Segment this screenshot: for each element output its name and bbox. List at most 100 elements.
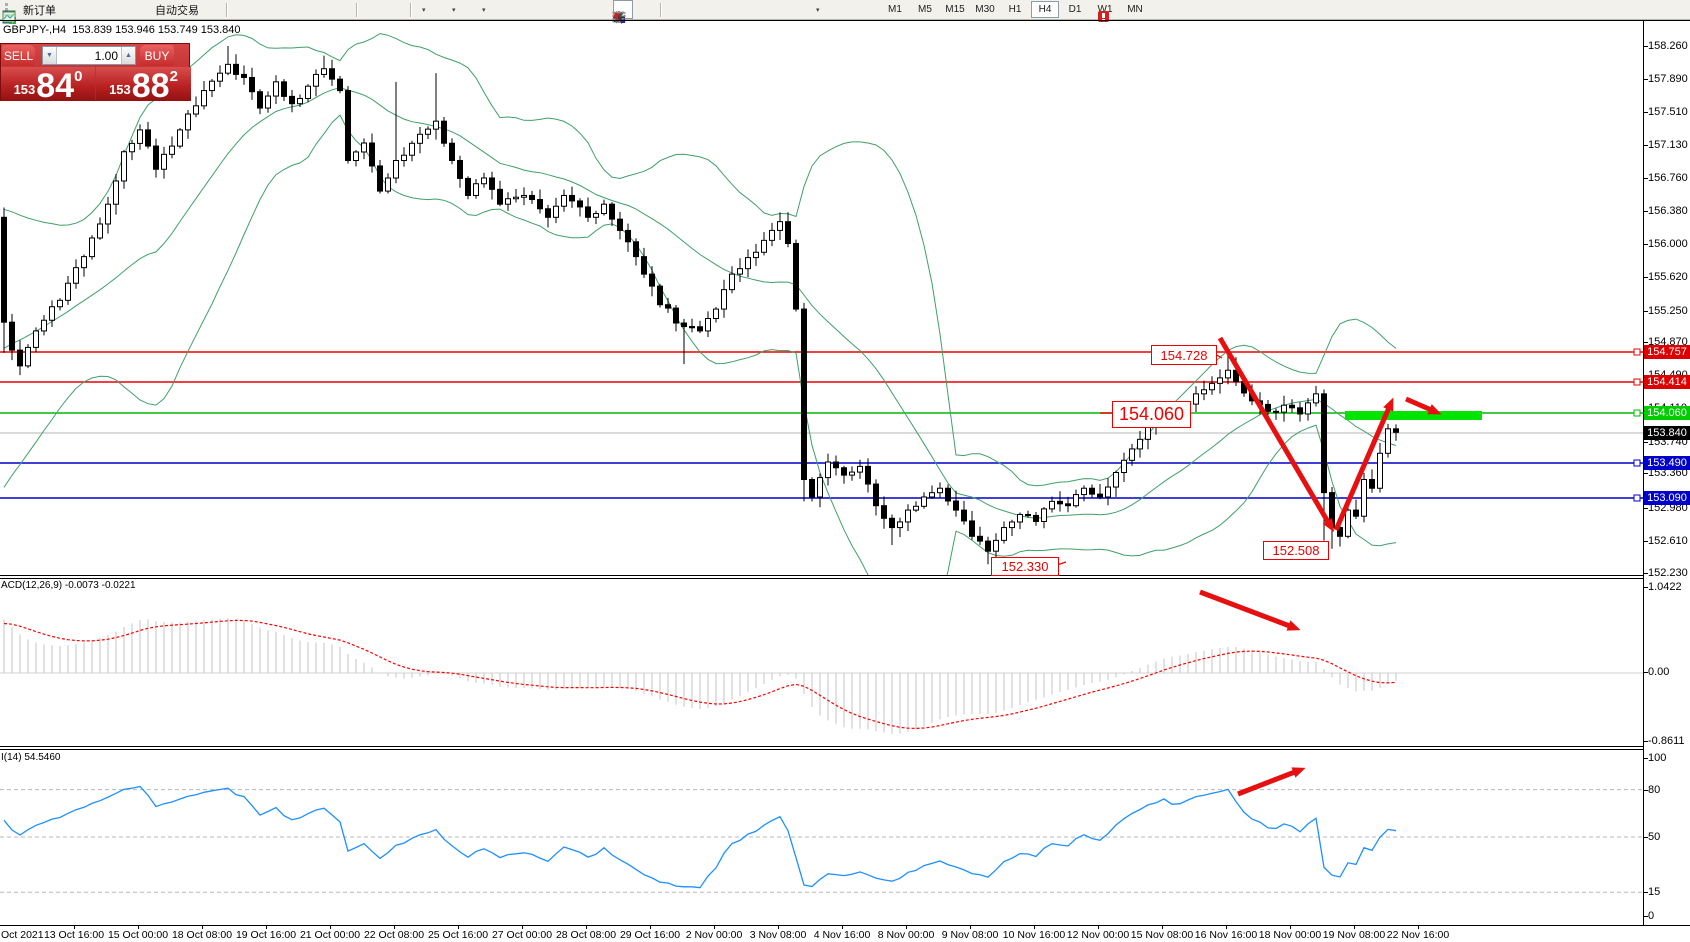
chart-window-top-border [0,20,1690,21]
time-tick-mark [1418,926,1419,929]
candlestick-button[interactable] [3,0,269,23]
rsi-tick-mark [1643,837,1648,838]
trendline-button[interactable] [613,0,725,23]
swing-low1-label[interactable]: 152.330 [991,557,1059,576]
volume-decrease-button[interactable]: ▼ [43,47,57,64]
profiles-button[interactable] [2,0,123,22]
svg-text:T: T [616,13,622,24]
time-tick-label: 19 Nov 08:00 [1322,929,1386,941]
arrows-button[interactable]: ▾ [613,0,837,23]
time-tick-mark [1226,926,1227,929]
key-level-label[interactable]: 154.060 [1112,401,1191,428]
fibonacci-button[interactable]: F [613,0,769,24]
toolbar-grip[interactable] [5,2,13,17]
time-tick-label: 8 Nov 00:00 [877,929,935,941]
time-tick-label: 19 Oct 16:00 [235,929,297,941]
macd-tick-label: 0.00 [1648,666,1670,678]
timeframe-d1-button[interactable]: D1 [1068,4,1082,15]
price-tick-label: 157.510 [1648,106,1688,118]
label-button[interactable]: T [612,0,809,24]
buy-price-display[interactable]: 153 88 2 [96,67,191,103]
rsi-separator[interactable] [0,746,1643,747]
time-tick-mark [1354,926,1355,929]
price-tick-mark [1643,46,1648,47]
timeframe-m5-button[interactable]: M5 [918,4,932,15]
macd-indicator-label: ACD(12,26,9) -0.0073 -0.0221 [1,580,136,591]
swing-high-label[interactable]: 154.728 [1151,345,1217,365]
swing-low2-label[interactable]: 152.508 [1263,541,1329,560]
price-tick-mark [1643,473,1648,474]
time-tick-mark [330,926,331,929]
price-tick-label: 152.230 [1648,567,1688,579]
rsi-tick-label: 15 [1648,886,1661,898]
macd-canvas[interactable] [0,579,1643,746]
time-tick-label: 10 Nov 16:00 [1002,929,1066,941]
time-tick-mark [970,926,971,929]
text-button[interactable]: A [615,0,789,24]
vline-button[interactable] [618,0,685,23]
zoom-out-button[interactable] [3,0,330,24]
price-tick-mark [1643,145,1648,146]
auto-scroll-button[interactable] [2,0,383,21]
price-tick-label: 152.610 [1648,535,1688,547]
community-button[interactable] [1098,0,1109,22]
time-tick-label: 15 Nov 08:00 [1130,929,1194,941]
chevron-down-icon: ▾ [816,6,820,14]
line-chart-button[interactable] [2,0,288,21]
new-order-button[interactable]: 新订单 [3,0,75,24]
main-chart-canvas[interactable] [0,21,1643,575]
time-tick-label: 3 Nov 08:00 [749,929,807,941]
macd-tick-label: 1.0422 [1648,581,1682,593]
time-tick-label: Oct 2021 [1,929,44,941]
buy-button[interactable]: BUY [140,45,174,66]
price-tick-mark [1643,508,1648,509]
hline-button[interactable] [613,0,705,19]
macd-separator-2[interactable] [0,578,1643,579]
autotrading-button[interactable]: 自动交易 [2,0,221,22]
time-tick-label: 12 Nov 00:00 [1066,929,1130,941]
zoom-in-button[interactable] [3,0,309,24]
rsi-canvas[interactable] [0,750,1643,925]
chart-shift-button[interactable] [2,0,405,21]
channel-button[interactable]: E [612,0,747,24]
macd-separator[interactable] [0,575,1643,576]
time-tick-mark [650,926,651,929]
time-tick-label: 4 Nov 16:00 [813,929,871,941]
price-tick-mark [1643,79,1648,80]
price-tick-mark [1643,244,1648,245]
buy-price-prefix: 153 [109,82,131,97]
price-badge-154.414: 154.414 [1644,375,1690,389]
macd-tick-mark [1643,587,1648,588]
chart-wizard-button[interactable] [3,0,99,23]
crosshair-button[interactable] [613,0,655,23]
volume-increase-button[interactable]: ▲ [121,47,135,64]
time-axis[interactable]: Oct 2021 13 Oct 16:00 15 Oct 00:00 18 Oct 0… [0,925,1690,942]
time-tick-mark [458,926,459,929]
time-tick-mark [522,926,523,929]
timeframe-m1-button[interactable]: M1 [888,4,902,15]
time-tick-label: 18 Nov 00:00 [1258,929,1322,941]
trade-panel-top: SELL ▼ 1.00 ▲ BUY [1,44,189,67]
toolbar-timeframes-group: M1 M5 M15 M30 H1 H4 D1 W1 MN [880,0,1150,19]
templates-button[interactable]: ▾ [2,0,505,22]
time-tick-label: 15 Oct 00:00 [107,929,169,941]
timeframe-m30-button[interactable]: M30 [975,4,995,15]
alerts-button[interactable] [3,0,147,23]
rsi-separator-2[interactable] [0,749,1643,750]
timeframe-h1-button[interactable]: H1 [1008,4,1022,15]
toolbar-extra-group [1097,0,1109,22]
timeframe-m15-button[interactable]: M15 [945,4,965,15]
timeframe-w1-button[interactable]: W1 [1097,4,1113,15]
timeframe-h4-button[interactable]: H4 [1031,1,1059,18]
sell-button[interactable]: SELL [2,45,35,66]
bar-chart-button[interactable] [3,0,250,23]
periods-button[interactable]: ▾ [3,0,475,23]
sell-price-display[interactable]: 153 84 0 [1,67,95,103]
volume-input[interactable]: 1.00 [94,48,118,63]
timeframe-mn-button[interactable]: MN [1127,4,1143,15]
indicators-button[interactable]: ▾ [2,0,445,24]
tile-windows-button[interactable] [2,0,351,23]
volume-stepper: ▼ 1.00 ▲ [42,46,136,65]
toolbar: 新订单 自动交易 ▾ ▾ ▾ EFAT ▾ M1 M5 M15 M30 H1 H4 D1 W1 MN [0,0,1690,24]
sell-price-pip: 0 [74,68,83,85]
